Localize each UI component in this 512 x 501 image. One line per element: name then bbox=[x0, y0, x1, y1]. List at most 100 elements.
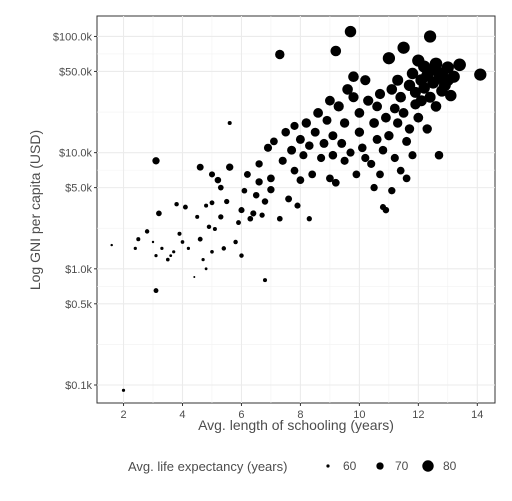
data-point bbox=[294, 202, 301, 209]
data-point bbox=[372, 134, 382, 144]
data-points bbox=[110, 25, 487, 392]
data-point bbox=[453, 58, 466, 72]
data-point bbox=[196, 163, 204, 171]
data-point bbox=[418, 82, 430, 94]
data-point bbox=[270, 137, 278, 146]
y-tick-label: $5.0k bbox=[65, 183, 92, 195]
data-point bbox=[393, 118, 403, 128]
data-point bbox=[328, 131, 338, 141]
data-point bbox=[397, 41, 410, 54]
data-point bbox=[212, 226, 217, 232]
data-point bbox=[333, 101, 344, 112]
data-point bbox=[354, 108, 365, 118]
x-tick-label: 10 bbox=[353, 409, 365, 421]
data-point bbox=[409, 86, 421, 98]
data-point bbox=[372, 101, 382, 112]
x-tick-label: 2 bbox=[120, 409, 126, 421]
data-point bbox=[361, 153, 370, 163]
data-point bbox=[133, 246, 137, 251]
data-point bbox=[217, 184, 224, 191]
x-tick-label: 12 bbox=[412, 409, 424, 421]
data-point bbox=[226, 163, 234, 171]
data-point bbox=[389, 103, 400, 114]
data-point bbox=[243, 170, 251, 178]
data-point bbox=[180, 240, 185, 244]
data-point bbox=[239, 253, 244, 258]
y-tick-label: $1.0k bbox=[65, 264, 92, 276]
data-point bbox=[281, 127, 290, 137]
data-point bbox=[376, 170, 384, 179]
data-point bbox=[267, 186, 275, 194]
data-point bbox=[278, 156, 287, 165]
data-point bbox=[434, 150, 444, 160]
data-point bbox=[121, 388, 126, 392]
data-point bbox=[261, 198, 269, 205]
data-point bbox=[346, 148, 355, 157]
x-tick-label: 6 bbox=[238, 409, 244, 421]
legend-key bbox=[376, 462, 384, 470]
data-point bbox=[238, 207, 245, 214]
data-point bbox=[208, 171, 216, 178]
data-point bbox=[382, 52, 396, 65]
data-point bbox=[210, 249, 214, 254]
data-point bbox=[151, 240, 155, 244]
data-point bbox=[474, 68, 487, 81]
data-point bbox=[429, 57, 443, 71]
data-point bbox=[370, 183, 378, 192]
data-point bbox=[276, 215, 283, 222]
data-point bbox=[447, 70, 460, 83]
data-point bbox=[390, 153, 399, 163]
data-point bbox=[165, 257, 170, 262]
data-point bbox=[214, 176, 222, 184]
data-point bbox=[197, 236, 203, 242]
data-point bbox=[378, 145, 388, 155]
data-point bbox=[406, 67, 419, 80]
legend-label: 80 bbox=[443, 459, 457, 473]
data-point bbox=[299, 151, 308, 160]
data-point bbox=[369, 118, 379, 128]
data-point bbox=[402, 136, 412, 146]
data-point bbox=[340, 156, 349, 165]
data-point bbox=[290, 121, 299, 130]
data-point bbox=[290, 166, 299, 175]
data-point bbox=[337, 138, 347, 148]
data-point bbox=[313, 108, 323, 118]
data-point bbox=[267, 174, 275, 183]
data-point bbox=[415, 95, 427, 107]
data-point bbox=[374, 88, 386, 100]
y-tick-label: $0.5k bbox=[65, 299, 92, 311]
data-point bbox=[392, 74, 404, 86]
data-point bbox=[193, 276, 196, 278]
data-point bbox=[152, 157, 160, 165]
data-point bbox=[381, 112, 391, 123]
data-point bbox=[398, 108, 409, 118]
data-point bbox=[160, 246, 164, 251]
data-point bbox=[352, 170, 361, 179]
data-point bbox=[422, 124, 432, 134]
data-point bbox=[330, 45, 342, 57]
legend-key bbox=[326, 464, 330, 468]
data-point bbox=[319, 138, 329, 148]
data-point bbox=[396, 166, 405, 175]
data-point bbox=[402, 174, 411, 183]
data-point bbox=[206, 224, 212, 230]
data-point bbox=[182, 204, 188, 210]
data-point bbox=[317, 153, 326, 163]
data-point bbox=[384, 131, 394, 141]
data-point bbox=[186, 246, 191, 251]
data-point bbox=[110, 243, 113, 247]
data-point bbox=[153, 288, 159, 294]
data-point bbox=[342, 84, 353, 95]
data-point bbox=[195, 214, 200, 219]
data-point bbox=[382, 206, 390, 214]
legend-label: 70 bbox=[395, 459, 409, 473]
data-point bbox=[404, 124, 415, 134]
data-point bbox=[348, 92, 359, 103]
data-point bbox=[348, 71, 359, 82]
data-point bbox=[221, 246, 227, 251]
data-point bbox=[306, 216, 312, 222]
x-axis-title: Avg. length of schooling (years) bbox=[198, 417, 394, 433]
data-point bbox=[236, 220, 241, 226]
data-point bbox=[363, 95, 374, 106]
